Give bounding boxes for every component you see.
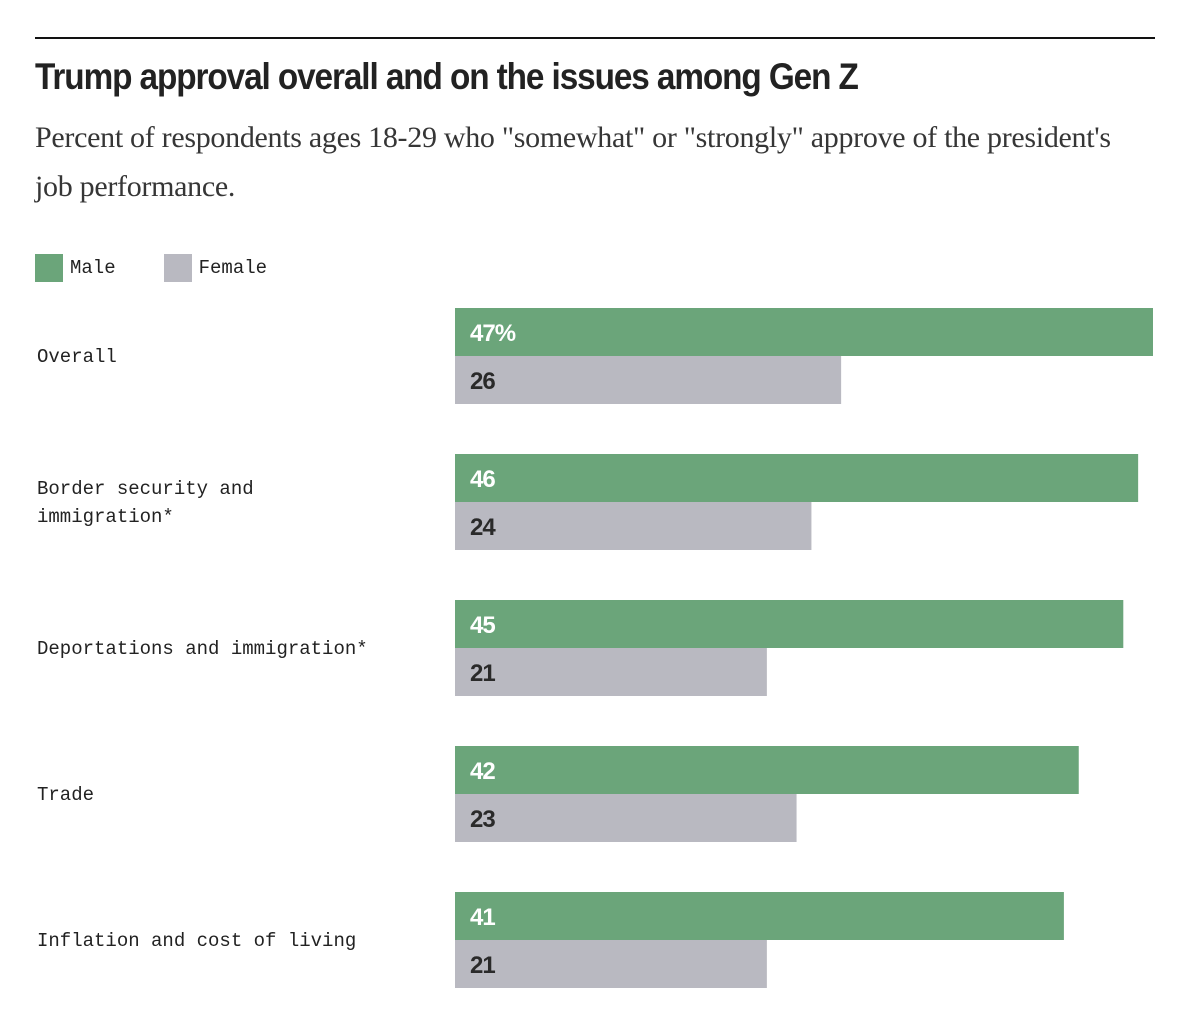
legend-swatch-male <box>35 254 63 282</box>
bar-male <box>455 892 1064 940</box>
bar-group: Border security and immigration* 46 24 <box>37 454 1139 550</box>
value-label-male: 46 <box>470 466 495 493</box>
value-label-female: 21 <box>470 952 495 979</box>
top-rule <box>35 37 1155 39</box>
category-label: Border security and immigration* <box>37 478 254 528</box>
value-label-female: 26 <box>470 368 495 395</box>
bar-male <box>455 746 1079 794</box>
legend-swatch-female <box>163 254 192 282</box>
category-label: Overall <box>37 346 117 368</box>
legend-label-male: Male <box>70 257 116 279</box>
bar-male <box>455 600 1124 648</box>
legend-item-male: Male <box>35 254 116 282</box>
bar-group: Trade 42 23 <box>37 746 1079 842</box>
chart-title: Trump approval overall and on the issues… <box>35 56 859 97</box>
bar-group: Inflation and cost of living 41 21 <box>37 892 1064 988</box>
bar-female <box>455 648 767 696</box>
value-label-male: 47% <box>470 320 516 347</box>
value-label-female: 24 <box>470 514 496 541</box>
category-label: Trade <box>37 784 94 806</box>
value-label-female: 23 <box>470 806 495 833</box>
value-label-male: 45 <box>470 612 495 639</box>
chart-subtitle: Percent of respondents ages 18-29 who "s… <box>35 121 1111 203</box>
legend: Male Female <box>35 254 315 282</box>
value-label-male: 41 <box>470 904 495 931</box>
legend-item-female: Female <box>163 254 268 282</box>
legend-label-female: Female <box>198 257 268 279</box>
bar-male <box>455 454 1139 502</box>
bar-group: Overall 47% 26 <box>37 308 1153 404</box>
bar-group: Deportations and immigration* 45 21 <box>37 600 1124 696</box>
category-label: Inflation and cost of living <box>37 930 356 952</box>
bar-female <box>455 794 797 842</box>
value-label-male: 42 <box>470 758 495 785</box>
category-label: Deportations and immigration* <box>37 638 368 660</box>
bar-female <box>455 940 767 988</box>
bar-male <box>455 308 1153 356</box>
bar-female <box>455 502 812 550</box>
bar-female <box>455 356 842 404</box>
value-label-female: 21 <box>470 660 495 687</box>
